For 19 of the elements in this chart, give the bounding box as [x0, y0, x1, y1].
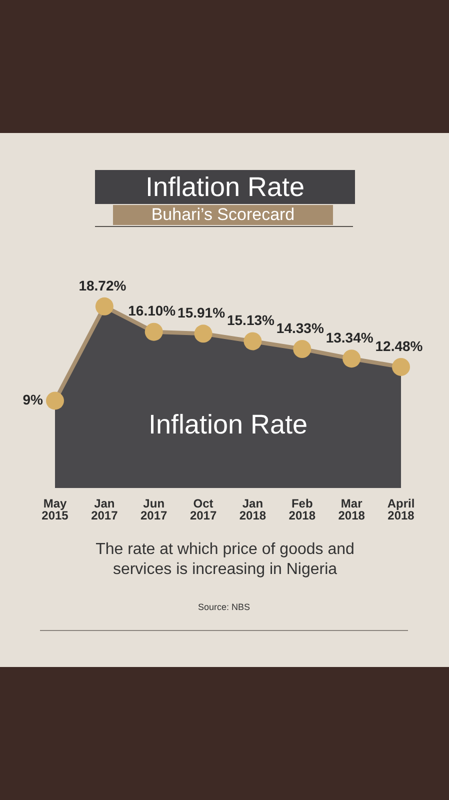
x-tick-label: April 2018: [387, 496, 415, 522]
x-tick-label: Jan 2018: [239, 496, 266, 522]
x-tick-label: Jan 2017: [91, 496, 118, 522]
x-tick-label: Mar 2018: [338, 496, 366, 522]
data-label: 13.34%: [326, 329, 374, 346]
source-note: Source: NBS: [196, 601, 252, 613]
x-tick-label: Feb 2018: [288, 496, 316, 522]
data-label: 18.72%: [78, 277, 127, 294]
data-label: 14.33%: [276, 320, 324, 336]
data-label: 16.10%: [128, 302, 176, 319]
annotation: Inflation Rate: [148, 409, 308, 440]
data-label: 9%: [22, 392, 44, 408]
data-label: 15.13%: [226, 312, 276, 328]
data-label: 12.48%: [375, 338, 424, 354]
x-tick-label: May 2015: [42, 496, 69, 522]
x-tick-label: Jun 2017: [140, 496, 168, 522]
text: The rate at which price of goods and services is increasing in Nigeria: [94, 540, 356, 580]
data-label: 15.91%: [178, 304, 226, 321]
x-tick-label: Oct 2017: [190, 496, 217, 522]
